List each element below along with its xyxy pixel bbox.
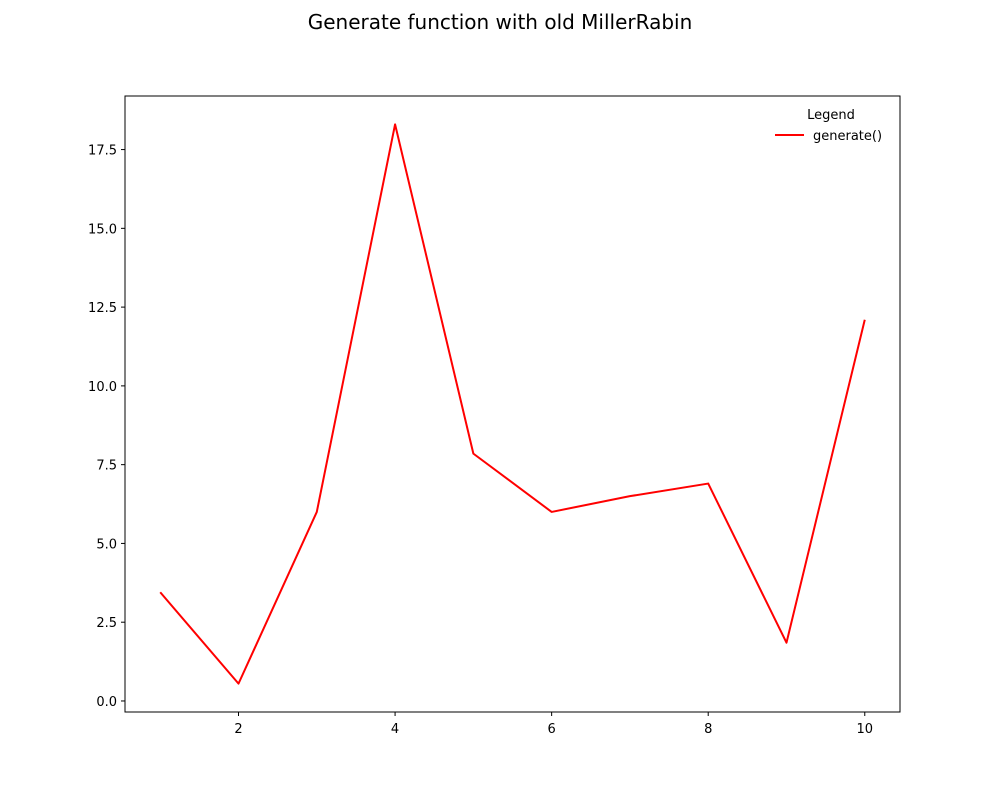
x-tick-label: 6 [548, 722, 556, 737]
y-tick-label: 17.5 [88, 144, 117, 159]
series-line-generate [159, 123, 866, 685]
series-layer [159, 123, 866, 685]
legend-title: Legend [807, 108, 855, 123]
plot-area-frame [124, 95, 901, 713]
x-axis: 2 4 6 8 10 [234, 712, 873, 737]
y-tick-label: 2.5 [96, 616, 117, 631]
y-tick-label: 10.0 [88, 380, 117, 395]
x-tick-label: 8 [704, 722, 712, 737]
x-tick-label: 10 [856, 722, 873, 737]
y-tick-label: 5.0 [96, 537, 117, 552]
y-axis: 0.0 2.5 5.0 7.5 10.0 12.5 15.0 17.5 [88, 144, 125, 710]
legend: Legend generate() [775, 108, 882, 144]
chart-title: Generate function with old MillerRabin [307, 10, 693, 34]
y-tick-label: 0.0 [96, 695, 117, 710]
y-tick-label: 15.0 [88, 222, 117, 237]
x-tick-label: 4 [391, 722, 399, 737]
x-tick-label: 2 [234, 722, 242, 737]
y-tick-label: 7.5 [96, 459, 117, 474]
y-tick-label: 12.5 [88, 301, 117, 316]
legend-entry-generate: generate() [813, 129, 882, 144]
